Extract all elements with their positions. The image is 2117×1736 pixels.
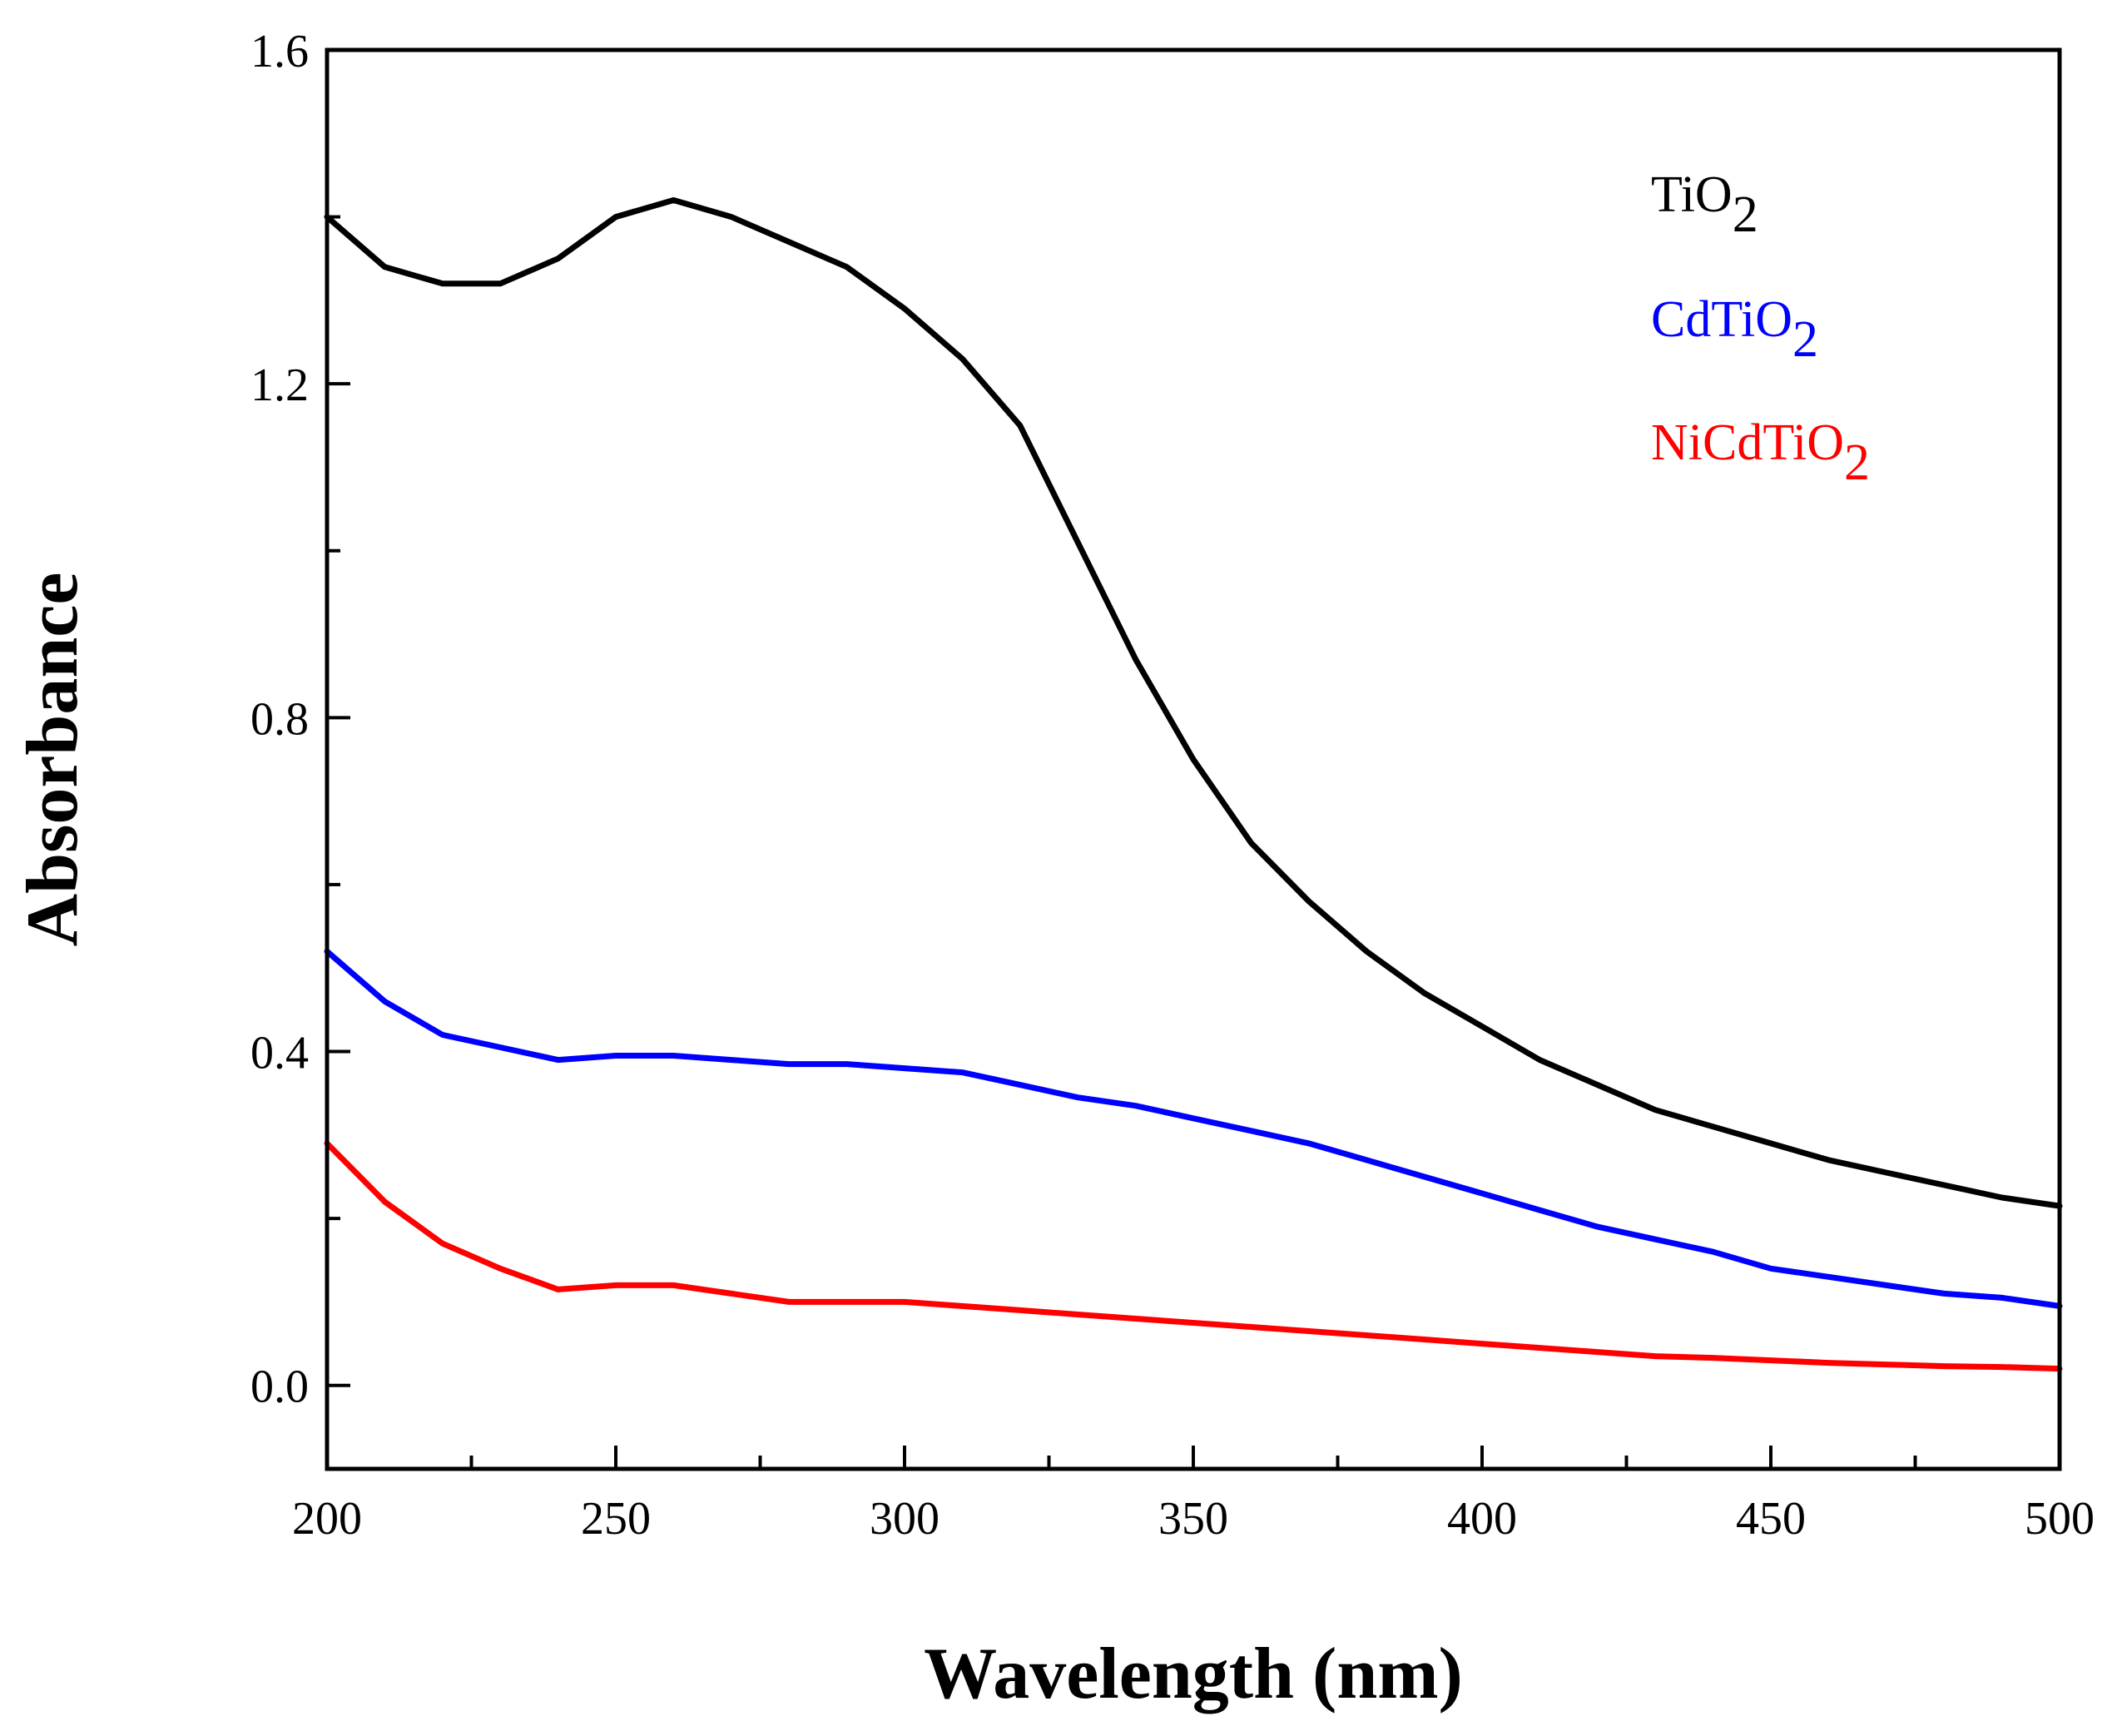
- x-tick-label: 250: [581, 1493, 651, 1545]
- plot-frame: [325, 47, 2062, 1471]
- legend-label-tio2: TiO: [1651, 166, 1733, 223]
- legend-sub-tio2: 2: [1733, 186, 1758, 243]
- y-tick-label: 1.6: [250, 26, 309, 77]
- series-lines: [324, 197, 2063, 1372]
- x-tick-label: 350: [1158, 1493, 1228, 1545]
- tick-labels: 200 250 300 350 400 450 500 0.0 0.4 0.8 1.2 1.6: [250, 26, 2095, 1545]
- x-tick-label: 500: [2025, 1493, 2095, 1545]
- y-tick-label: 1.2: [250, 360, 309, 411]
- legend-sub-nicdtio2: 2: [1844, 434, 1870, 491]
- minor-ticks: [327, 215, 1917, 1469]
- x-tick-label: 400: [1447, 1493, 1517, 1545]
- legend-sub-cdtio2: 2: [1792, 311, 1818, 368]
- x-axis-title: Wavelength (nm): [924, 1634, 1463, 1714]
- y-axis-title: Absorbance: [12, 573, 93, 947]
- legend-entry-cdtio2: CdTiO2: [1651, 291, 1818, 368]
- y-tick-label: 0.8: [250, 693, 309, 745]
- series-line-cdtio2: [324, 948, 2063, 1309]
- legend-label-nicdtio2: NiCdTiO: [1651, 414, 1844, 471]
- x-tick-label: 300: [870, 1493, 940, 1545]
- legend-label-cdtio2: CdTiO: [1651, 291, 1792, 348]
- x-tick-label: 450: [1736, 1493, 1806, 1545]
- legend: TiO2 CdTiO2 NiCdTiO2: [1651, 166, 1870, 491]
- legend-entry-nicdtio2: NiCdTiO2: [1651, 414, 1870, 491]
- y-tick-label: 0.0: [250, 1362, 309, 1413]
- series-line-tio2: [324, 197, 2063, 1209]
- series-line-nicdtio2: [324, 1140, 2063, 1372]
- y-tick-label: 0.4: [250, 1028, 309, 1079]
- legend-entry-tio2: TiO2: [1651, 166, 1758, 243]
- x-tick-label: 200: [292, 1493, 362, 1545]
